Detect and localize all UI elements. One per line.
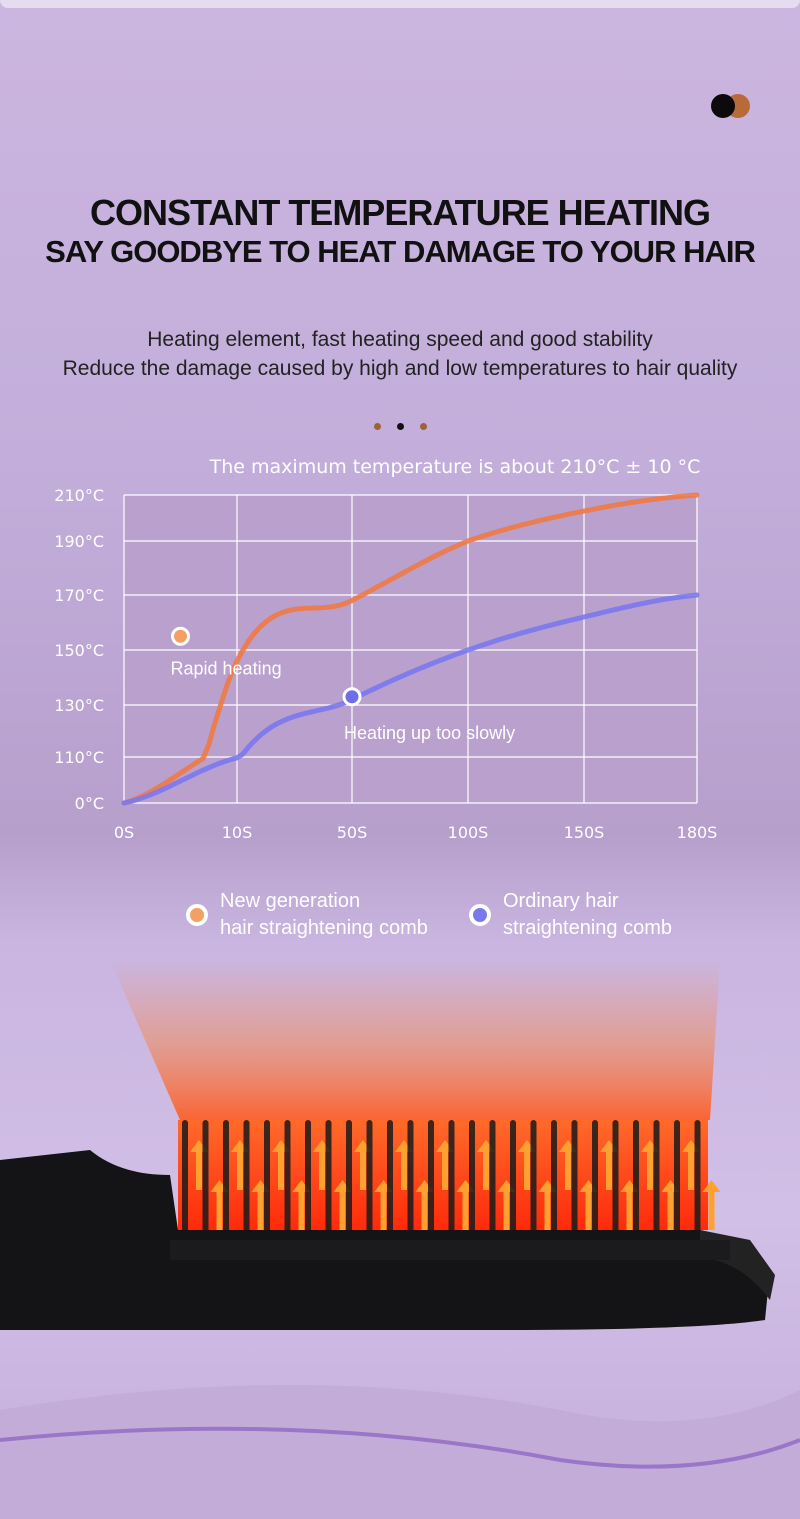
x-tick-label: 150S: [564, 823, 605, 842]
heat-arrow-icon: [620, 1180, 639, 1230]
page-subtitle: SAY GOODBYE TO HEAT DAMAGE TO YOUR HAIR: [45, 234, 756, 269]
bristle: [674, 1120, 680, 1235]
bristle: [530, 1120, 537, 1235]
heat-arrow-icon: [518, 1140, 536, 1190]
y-tick-label: 170°C: [54, 586, 104, 605]
heat-arrow-icon: [374, 1180, 393, 1230]
annotation-label: Rapid heating: [171, 658, 282, 678]
heat-arrow-icon: [538, 1180, 557, 1230]
heat-arrow-icon: [292, 1180, 311, 1230]
heat-arrow-icon: [190, 1140, 208, 1190]
bristle: [264, 1120, 270, 1235]
heat-arrow-icon: [477, 1140, 495, 1190]
series-line-new: [121, 492, 700, 806]
bristle: [325, 1120, 332, 1235]
legend-item-new: New generation hair straightening comb: [186, 888, 428, 942]
bristle: [346, 1120, 352, 1235]
bristle: [448, 1120, 455, 1235]
legend-label: straightening comb: [503, 917, 672, 939]
series-marker: [171, 626, 190, 646]
bristle: [202, 1120, 209, 1235]
heat-arrow-icon: [333, 1180, 352, 1230]
bristle: [653, 1120, 660, 1235]
bristle: [510, 1120, 516, 1235]
y-tick-label: 190°C: [54, 532, 104, 551]
dot: [419, 423, 427, 430]
bristle: [469, 1120, 475, 1235]
y-tick-label: 130°C: [54, 696, 104, 715]
bristle: [489, 1120, 496, 1235]
x-tick-label: 100S: [448, 823, 489, 842]
legend-marker-blue: [469, 904, 491, 926]
bristle: [366, 1120, 373, 1235]
bristle: [612, 1120, 619, 1235]
x-tick-label: 50S: [337, 823, 368, 842]
heat-arrow-icon: [497, 1180, 516, 1230]
color-swatch-black-front[interactable]: [711, 94, 735, 118]
bristle: [551, 1120, 557, 1235]
bristle: [182, 1120, 188, 1235]
legend-item-ordinary: Ordinary hair straightening comb: [469, 888, 672, 942]
heat-arrow-icon: [682, 1140, 700, 1190]
bristle: [223, 1120, 229, 1235]
bristle: [284, 1120, 291, 1235]
hair-straightening-comb-image: [0, 960, 800, 1519]
heat-arrow-icon: [415, 1180, 434, 1230]
bristle: [571, 1120, 578, 1235]
heat-arrow-icon: [600, 1140, 618, 1190]
heat-arrow-icon: [313, 1140, 331, 1190]
top-bar: [0, 0, 800, 8]
heat-arrow-icon: [395, 1140, 413, 1190]
description-line-2: Reduce the damage caused by high and low…: [62, 357, 738, 380]
legend-label: hair straightening comb: [220, 917, 428, 939]
heat-arrow-icon: [579, 1180, 598, 1230]
heat-arrow-icon: [210, 1180, 229, 1230]
heat-arrow-icon: [559, 1140, 577, 1190]
page-title: CONSTANT TEMPERATURE HEATING: [90, 192, 711, 233]
legend-label: New generation: [220, 890, 361, 912]
heat-arrow-icon: [436, 1140, 454, 1190]
legend-label: Ordinary hair: [503, 890, 619, 912]
annotation-label: Heating up too slowly: [344, 723, 515, 743]
legend-marker-orange: [186, 904, 208, 926]
y-tick-label: 150°C: [54, 641, 104, 660]
y-tick-label: 0°C: [75, 794, 104, 813]
bristle: [633, 1120, 639, 1235]
temperature-chart: The maximum temperature is about 210°C ±…: [54, 456, 718, 842]
plot-area: [124, 495, 697, 803]
heat-arrow-icon: [231, 1140, 249, 1190]
heat-arrow-icon: [354, 1140, 372, 1190]
y-tick-label: 210°C: [54, 486, 104, 505]
bristle: [243, 1120, 250, 1235]
heat-arrow-icon: [641, 1140, 659, 1190]
bristle: [428, 1120, 434, 1235]
series-marker: [342, 687, 362, 707]
heat-arrow-icon: [702, 1180, 721, 1230]
heat-arrow-icon: [661, 1180, 680, 1230]
series-line-ordinary: [121, 592, 700, 806]
x-tick-label: 0S: [114, 823, 134, 842]
x-tick-label: 10S: [222, 823, 253, 842]
bristle: [407, 1120, 414, 1235]
heat-arrow-icon: [272, 1140, 290, 1190]
dot-active: [396, 423, 404, 430]
bristle: [305, 1120, 311, 1235]
description-line-1: Heating element, fast heating speed and …: [147, 328, 653, 351]
dot: [373, 423, 381, 430]
bristle: [387, 1120, 393, 1235]
bristle: [694, 1120, 701, 1235]
pagination-dots: [0, 417, 800, 435]
y-tick-label: 110°C: [54, 748, 104, 767]
bristle: [592, 1120, 598, 1235]
x-tick-label: 180S: [677, 823, 718, 842]
chart-title: The maximum temperature is about 210°C ±…: [209, 456, 701, 478]
heat-arrow-icon: [251, 1180, 270, 1230]
heat-arrow-icon: [456, 1180, 475, 1230]
